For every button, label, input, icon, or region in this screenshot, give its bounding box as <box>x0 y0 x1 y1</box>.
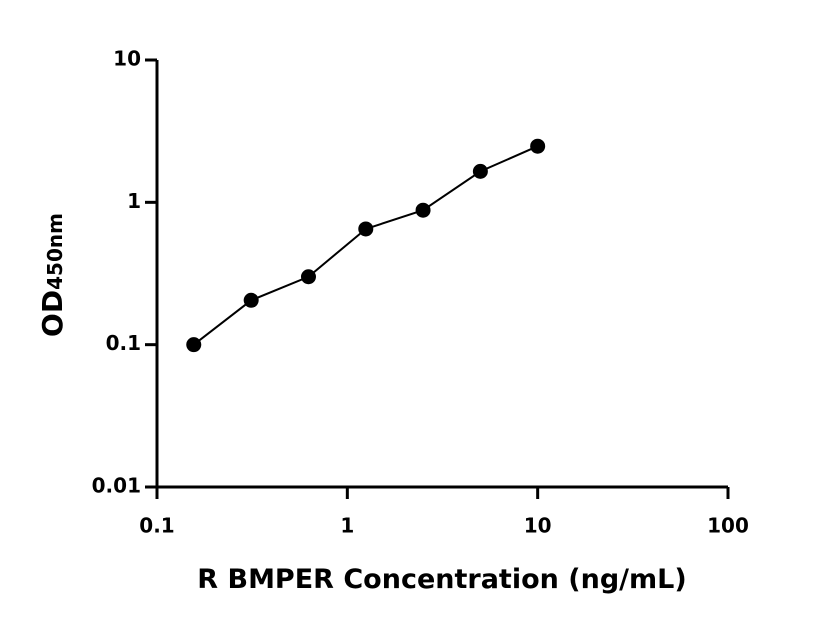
data-point <box>300 269 316 285</box>
data-point <box>415 202 431 218</box>
x-tick-label: 0.1 <box>139 514 174 538</box>
y-axis-label: OD450nm <box>36 213 69 337</box>
y-tick-label: 10 <box>113 47 141 71</box>
x-axis-label: R BMPER Concentration (ng/mL) <box>197 564 686 595</box>
data-point <box>472 163 488 179</box>
data-point <box>358 221 374 237</box>
y-tick-label: 0.01 <box>92 474 141 498</box>
data-point <box>243 292 259 308</box>
x-tick-label: 10 <box>524 514 552 538</box>
y-tick-label: 1 <box>127 189 141 213</box>
data-point <box>186 337 202 353</box>
data-point <box>530 138 546 154</box>
y-tick-label: 0.1 <box>106 331 141 355</box>
y-axis-label-sub: 450nm <box>43 213 67 290</box>
x-tick-label: 100 <box>707 514 749 538</box>
x-tick-label: 1 <box>340 514 354 538</box>
y-axis-label-main: OD <box>36 290 69 337</box>
